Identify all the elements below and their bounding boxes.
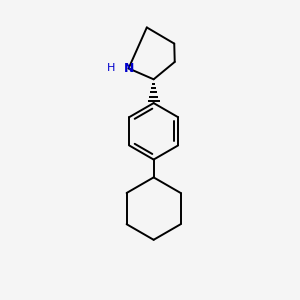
- Text: N: N: [123, 62, 134, 75]
- Text: H: H: [107, 63, 116, 73]
